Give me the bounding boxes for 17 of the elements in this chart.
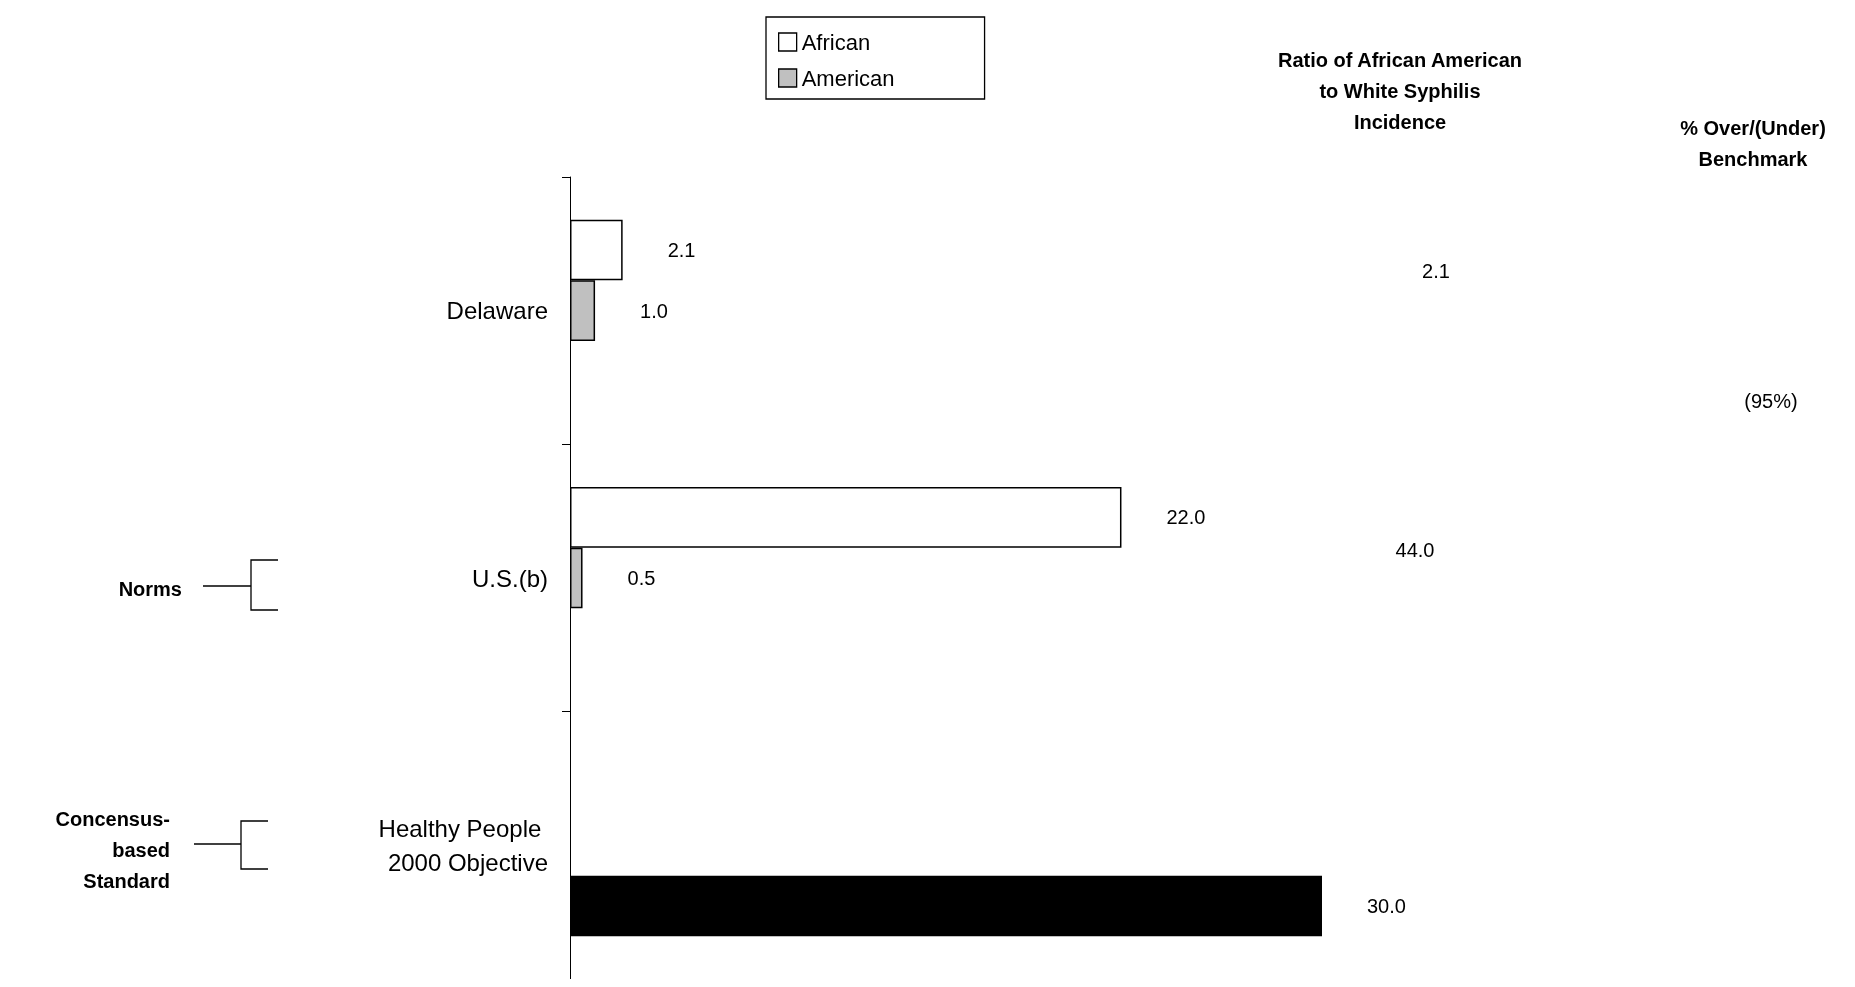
text: Concensus-based Standard [55, 807, 170, 892]
text: 44.0 [1395, 538, 1435, 561]
y-tick-label: Delaware [446, 297, 548, 325]
text: Ratio of African American to White Syphilis Incidence [1277, 48, 1523, 133]
y-tick-label: Healthy People 2000 Objective [378, 814, 548, 876]
text: 2.1 [1422, 259, 1450, 282]
data-label: 30.0 [1367, 894, 1406, 917]
data-label: 22.0 [1166, 506, 1206, 529]
data-label: 0.5 [627, 567, 656, 589]
text: % Over/(Under) Benchmark [1680, 116, 1826, 170]
legend-label: American [801, 65, 895, 91]
y-tick-label: U.S.(b) [471, 564, 548, 592]
text: (95%) [1744, 389, 1798, 412]
legend-label: African [801, 29, 871, 55]
data-label: 2.1 [667, 239, 696, 262]
data-label: 1.0 [640, 299, 668, 322]
text: Norms [118, 577, 182, 600]
